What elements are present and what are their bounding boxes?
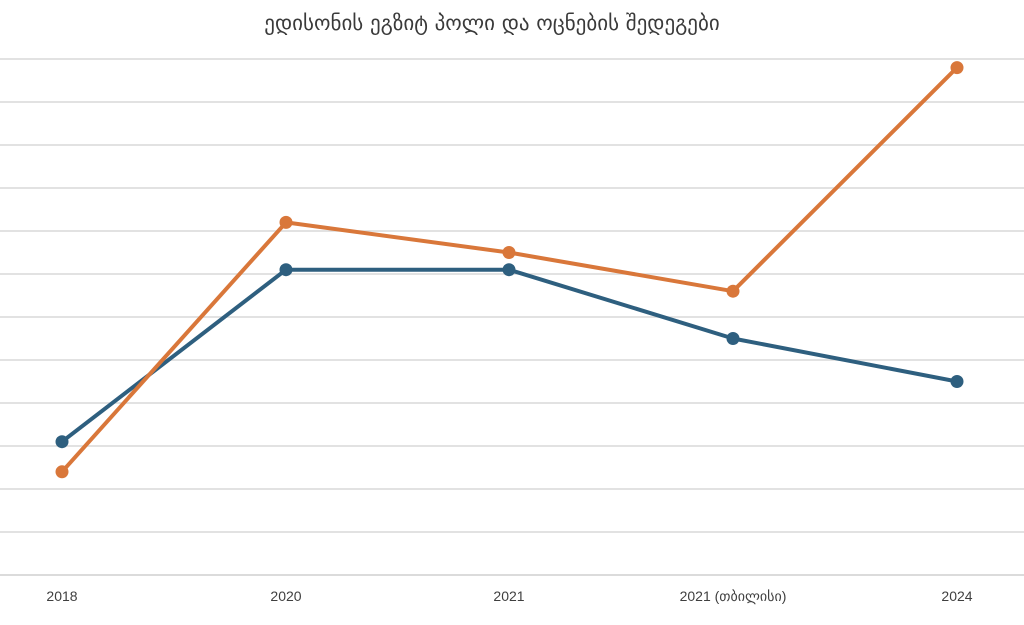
- x-tick-label: 2021 (თბილისი): [680, 588, 787, 605]
- data-point: [55, 435, 69, 449]
- series-line: [60, 267, 959, 444]
- x-tick-label: 2021: [493, 588, 524, 604]
- series-layer: [55, 61, 964, 479]
- data-point: [502, 263, 516, 277]
- data-point: [726, 332, 740, 345]
- x-axis-ticks: 2018 2020 2021 2021 (თბილისი) 2024: [46, 588, 972, 605]
- gridlines: [0, 58, 1024, 576]
- data-point: [950, 61, 964, 75]
- series-2: [55, 61, 964, 479]
- data-point: [502, 246, 516, 259]
- x-tick-label: 2018: [46, 588, 77, 604]
- data-point: [279, 215, 293, 229]
- data-point: [55, 465, 69, 479]
- chart-title: ედისონის ეგზიტ პოლი და ოცნების შედეგები: [264, 11, 719, 35]
- x-tick-label: 2020: [270, 588, 301, 604]
- data-point: [279, 263, 293, 277]
- data-point: [950, 375, 964, 388]
- series-1: [55, 263, 964, 449]
- data-point: [726, 284, 740, 298]
- x-tick-label: 2024: [941, 588, 972, 604]
